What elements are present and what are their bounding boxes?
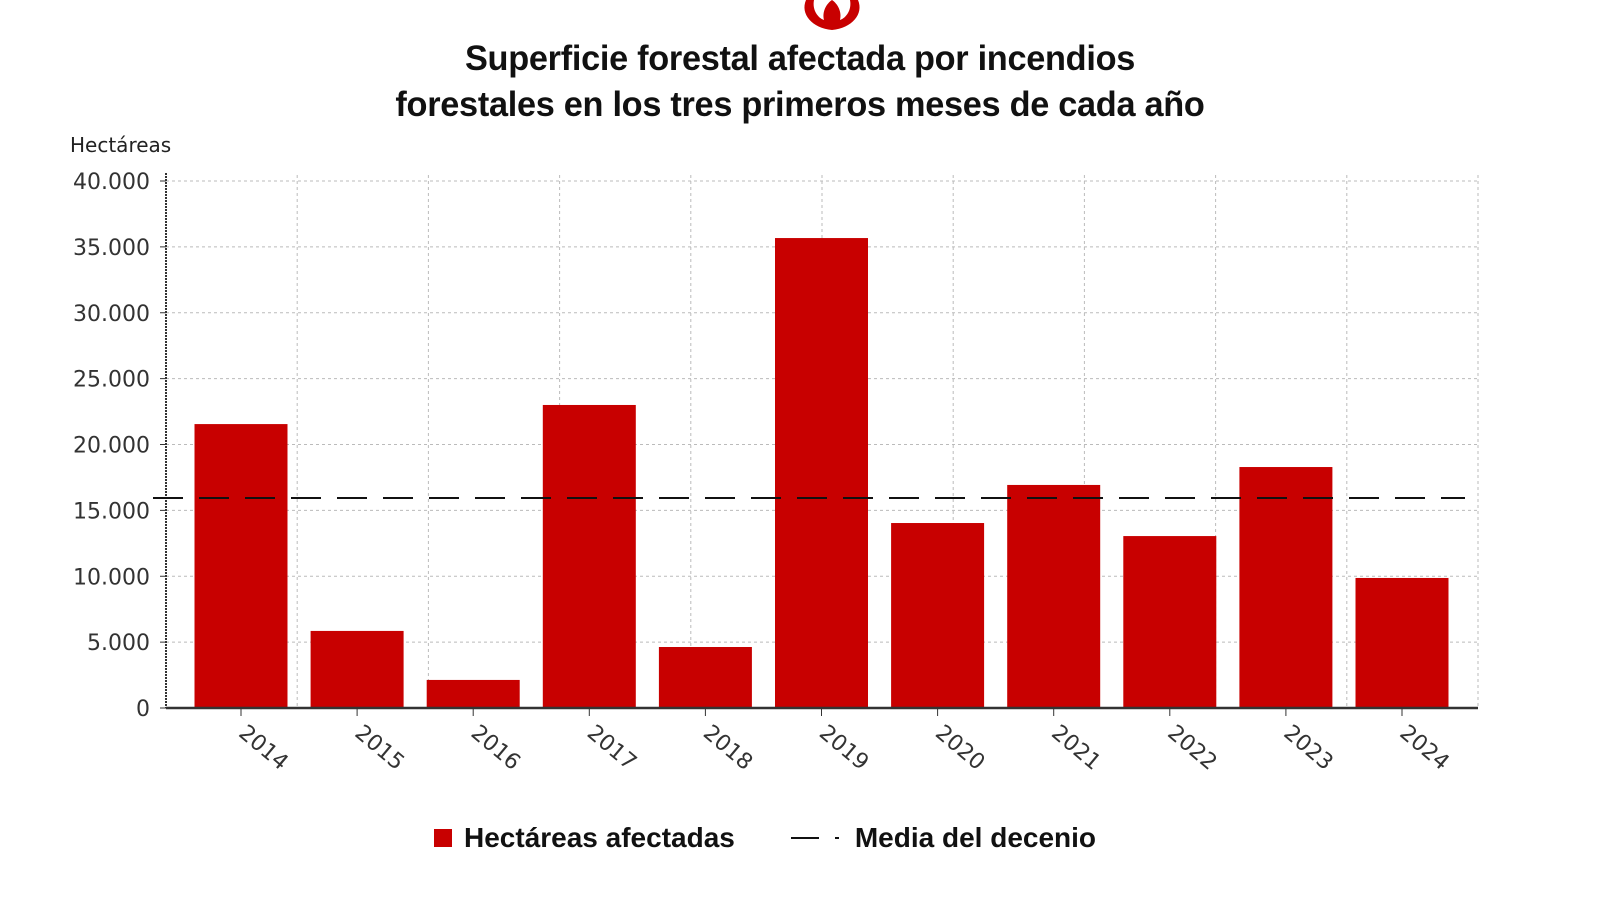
bar-2018 [658,646,752,708]
bar-2020 [891,523,985,708]
y-tick-label: 5.000 [87,631,150,656]
y-tick-label: 0 [136,697,150,722]
y-tick-label: 35.000 [73,236,150,261]
x-tick-label: 2019 [814,720,873,775]
legend-label-line: Media del decenio [854,822,1097,853]
bar-2024 [1355,577,1449,708]
fire-icon [804,0,860,30]
x-tick-label: 2020 [930,720,989,775]
bar-2023 [1239,467,1333,708]
title-line-1: Superficie forestal afectada por incendi… [464,39,1136,78]
x-tick-label: 2023 [1279,720,1338,775]
x-tick-label: 2018 [698,720,757,775]
x-tick-label: 2021 [1046,720,1105,775]
x-tick-label: 2022 [1162,720,1221,775]
chart-title: Superficie forestal afectada por incendi… [0,36,1600,128]
bar-2021 [1007,484,1101,708]
bar-2019 [775,238,868,709]
y-tick-label: 25.000 [73,368,150,393]
y-tick-label: 20.000 [73,434,150,459]
y-tick-label: 15.000 [73,499,150,524]
x-tick-label: 2024 [1395,720,1454,775]
y-tick-label: 30.000 [73,302,150,327]
bar-2016 [426,679,520,708]
legend-swatch-dashed-line [790,837,839,839]
x-tick-label: 2016 [466,720,525,775]
bar-2014 [194,424,288,708]
y-tick-label: 10.000 [73,565,150,590]
x-tick-label: 2017 [582,720,641,775]
bar-2015 [310,630,404,708]
title-line-2: forestales en los tres primeros meses de… [395,85,1205,124]
y-tick-label: 40.000 [73,170,150,195]
legend-swatch-bars [434,829,452,847]
x-tick-label: 2014 [234,720,293,775]
bar-2022 [1123,536,1217,708]
x-tick-label: 2015 [350,720,409,775]
legend-label-bars: Hectáreas afectadas [464,822,735,853]
legend: Hectáreas afectadas Media del decenio [434,822,1096,854]
y-axis-label: Hectáreas [70,133,172,157]
bar-2017 [542,404,636,708]
